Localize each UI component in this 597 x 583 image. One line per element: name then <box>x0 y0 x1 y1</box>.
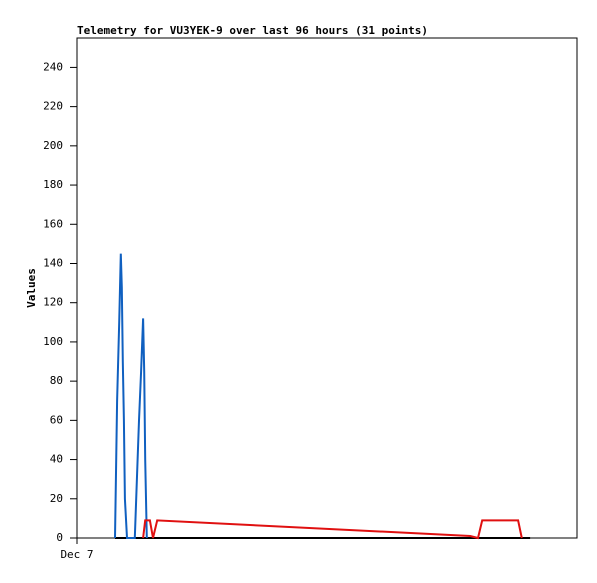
y-tick-label: 160 <box>43 217 63 230</box>
y-axis-label: Values <box>25 268 38 308</box>
y-tick-label: 240 <box>43 60 63 73</box>
y-tick-label: 60 <box>50 413 63 426</box>
y-tick-label: 100 <box>43 335 63 348</box>
y-tick-label: 220 <box>43 100 63 113</box>
y-tick-label: 200 <box>43 139 63 152</box>
series-line <box>114 253 148 539</box>
y-tick-label: 140 <box>43 256 63 269</box>
x-tick-label: Dec 7 <box>60 548 93 561</box>
series-line <box>142 519 523 540</box>
y-tick-label: 20 <box>50 492 63 505</box>
chart-title: Telemetry for VU3YEK-9 over last 96 hour… <box>77 24 428 37</box>
y-tick-label: 180 <box>43 178 63 191</box>
y-tick-label: 120 <box>43 296 63 309</box>
y-tick-label: 40 <box>50 453 63 466</box>
y-tick-label: 0 <box>56 531 63 544</box>
y-tick-label: 80 <box>50 374 63 387</box>
